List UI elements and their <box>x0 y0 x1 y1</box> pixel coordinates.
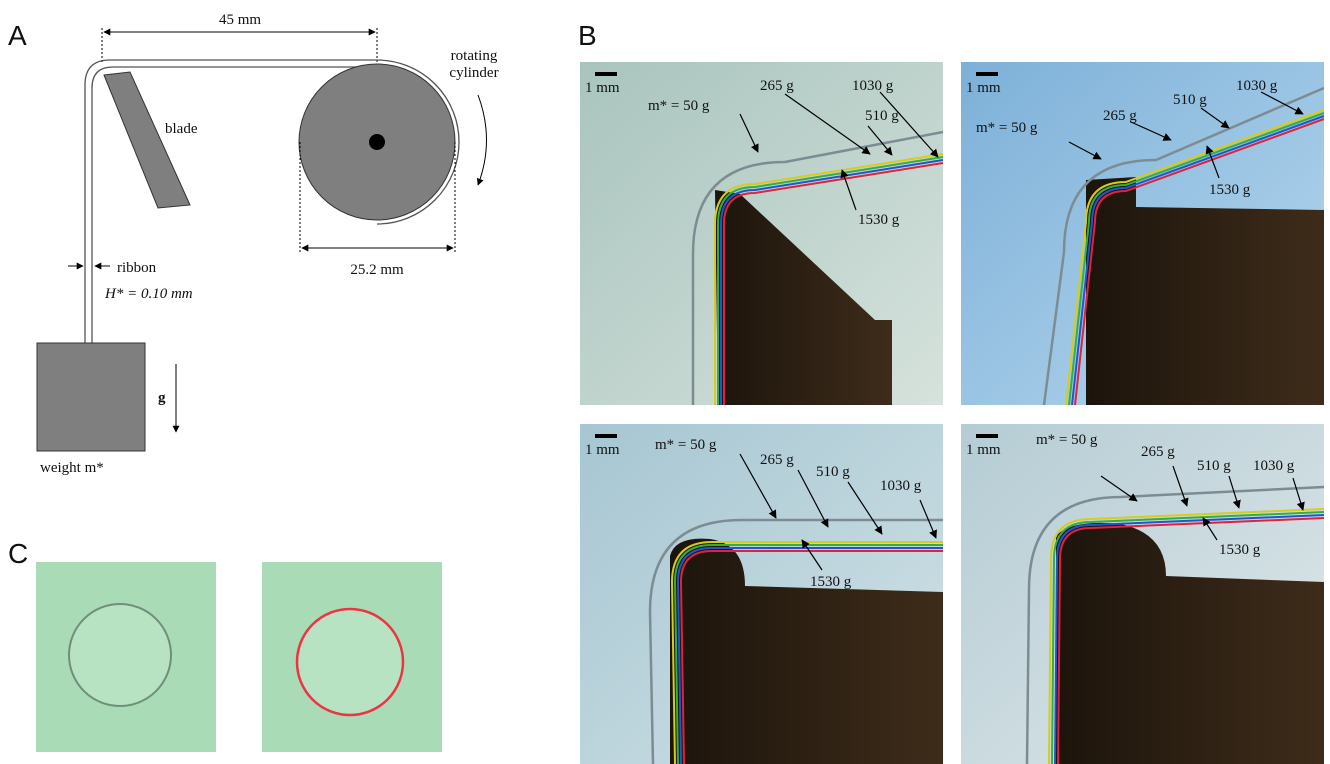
panel-c: C <box>8 538 442 752</box>
mass-label: m* = 50 g <box>655 437 717 453</box>
mass-label: 1530 g <box>1219 542 1261 558</box>
mass-label: 1030 g <box>880 478 922 494</box>
panel-a: A 45 mm blade rotating cylinder 25.2 mm … <box>8 12 499 476</box>
photo-content <box>961 424 1324 764</box>
scale-label: 1 mm <box>585 80 620 96</box>
mass-label: 510 g <box>1173 92 1207 108</box>
blade-label: blade <box>165 121 198 137</box>
cylinder-label: rotating <box>451 48 498 64</box>
weight-label: weight m* <box>40 460 104 476</box>
mass-label: m* = 50 g <box>1036 432 1098 448</box>
mass-label: 265 g <box>1103 108 1137 124</box>
weight <box>37 343 145 451</box>
dim-label: 25.2 mm <box>350 262 404 278</box>
figure: A 45 mm blade rotating cylinder 25.2 mm … <box>0 0 1330 764</box>
mass-label: 265 g <box>760 452 794 468</box>
mass-label: m* = 50 g <box>976 120 1038 136</box>
panel-label: A <box>8 20 27 51</box>
scale-label: 1 mm <box>966 442 1001 458</box>
mass-label: 510 g <box>1197 458 1231 474</box>
scale-bar <box>595 434 617 438</box>
scale-label: 1 mm <box>585 442 620 458</box>
photo-content <box>580 424 943 764</box>
scale-bar <box>595 72 617 76</box>
mass-label: m* = 50 g <box>648 98 710 114</box>
ribbon-label: ribbon <box>117 260 157 276</box>
droplet-outline <box>297 609 403 715</box>
mass-label: 510 g <box>816 464 850 480</box>
scale-bar <box>976 72 998 76</box>
droplet <box>69 604 171 706</box>
mass-label: 1030 g <box>1253 458 1295 474</box>
blade <box>1086 177 1324 405</box>
axle <box>369 134 385 150</box>
mass-label: 1030 g <box>852 78 894 94</box>
mass-label: 1030 g <box>1236 78 1278 94</box>
scale-bar <box>976 434 998 438</box>
panel-label: C <box>8 538 28 569</box>
blade <box>104 72 190 208</box>
photo: 1 mm m* = 50 g 265 g 510 g 1030 g 1530 g <box>961 62 1324 405</box>
panel-label: B <box>578 20 597 51</box>
gravity-label: g <box>158 390 166 406</box>
scale-label: 1 mm <box>966 80 1001 96</box>
photo: 1 mm m* = 50 g 265 g 510 g 1030 g 1530 g <box>580 62 943 405</box>
mass-label: 265 g <box>1141 444 1175 460</box>
photo: 1 mm m* = 50 g 265 g 510 g 1030 g 1530 g <box>580 424 943 764</box>
photo-content <box>961 62 1324 405</box>
mass-label: 1530 g <box>810 574 852 590</box>
thickness-label: H* = 0.10 mm <box>104 286 193 302</box>
mass-label: 1530 g <box>858 212 900 228</box>
mass-label: 510 g <box>865 108 899 124</box>
photo: 1 mm m* = 50 g 265 g 510 g 1030 g 1530 g <box>961 424 1324 764</box>
mass-label: 265 g <box>760 78 794 94</box>
dim-label: 45 mm <box>219 12 261 28</box>
cylinder-label: cylinder <box>449 65 498 81</box>
rotation-arrow <box>478 95 487 185</box>
mass-label: 1530 g <box>1209 182 1251 198</box>
